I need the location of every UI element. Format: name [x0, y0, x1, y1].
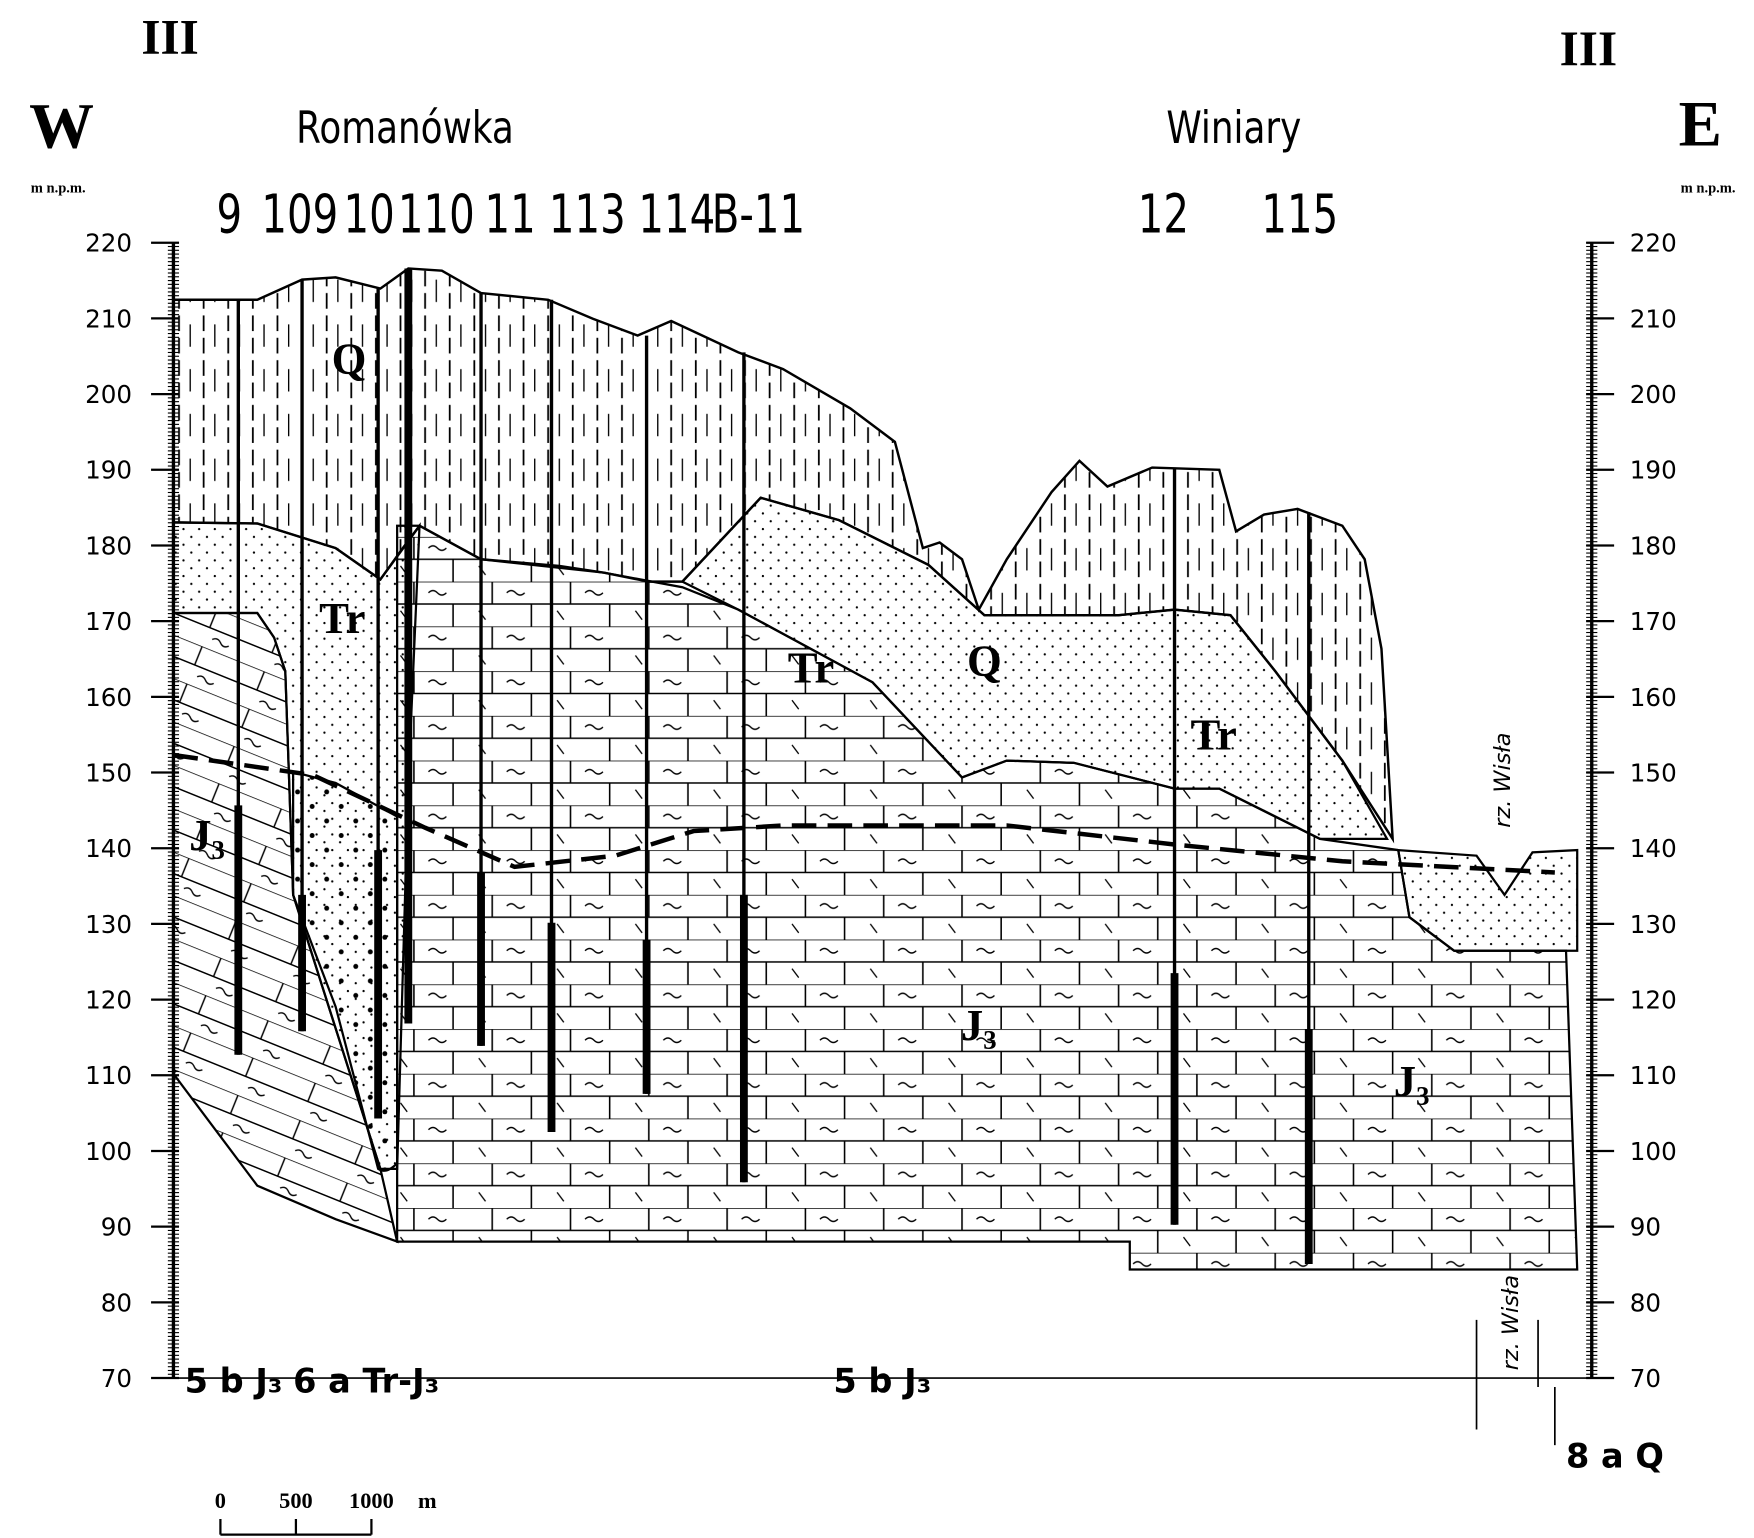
y-tick-label: 130: [1630, 910, 1677, 939]
unit-label: m n.p.m.: [31, 180, 86, 196]
y-tick-label: 170: [1630, 607, 1677, 636]
bottom-label: 5 b J₃: [833, 1362, 931, 1401]
place-label: Romanówka: [296, 101, 514, 154]
y-tick-label: 80: [101, 1288, 132, 1317]
well-label: 11: [485, 184, 536, 246]
y-tick-label: 90: [101, 1213, 132, 1242]
well-label: 10: [344, 184, 395, 246]
y-tick-label: 210: [85, 304, 132, 333]
scale-label: 500: [279, 1488, 313, 1513]
layer-label: J₃: [189, 810, 225, 860]
scale-unit: m: [418, 1488, 437, 1513]
river-label: rz. Wisła: [1498, 1275, 1524, 1370]
bottom-label: 5 b J₃: [185, 1362, 283, 1401]
y-tick-label: 160: [1630, 683, 1677, 712]
scale-bar: 0 500 1000 m: [215, 1488, 437, 1535]
layer-label: Tr: [319, 593, 365, 643]
y-tick-label: 100: [85, 1137, 132, 1166]
y-tick-label: 190: [85, 456, 132, 485]
y-tick-label: 220: [1630, 229, 1677, 258]
river-label: rz. Wisła: [1490, 732, 1516, 827]
y-tick-label: 110: [85, 1061, 132, 1090]
y-tick-label: 210: [1630, 304, 1677, 333]
cross-section: 7070808090901001001101101201201301301401…: [0, 0, 1754, 1538]
unit-label: m n.p.m.: [1681, 180, 1736, 196]
y-tick-label: 200: [1630, 380, 1677, 409]
y-tick-label: 90: [1630, 1213, 1661, 1242]
y-tick-label: 120: [85, 986, 132, 1015]
y-tick-label: 150: [85, 758, 132, 787]
layer-label: Q: [332, 334, 367, 384]
bottom-label: 8 a Q: [1566, 1437, 1664, 1476]
y-tick-label: 200: [85, 380, 132, 409]
y-tick-label: 130: [85, 910, 132, 939]
y-tick-label: 180: [1630, 531, 1677, 560]
y-tick-label: 140: [85, 834, 132, 863]
y-tick-label: 80: [1630, 1288, 1661, 1317]
well-label: 110: [398, 184, 475, 246]
well-label: 115: [1261, 184, 1338, 246]
well-label: 9: [217, 184, 243, 246]
well-label: 12: [1138, 184, 1189, 246]
y-tick-label: 170: [85, 607, 132, 636]
layer-label: Q: [967, 636, 1002, 686]
y-tick-label: 180: [85, 531, 132, 560]
y-tick-label: 70: [101, 1364, 132, 1393]
layer-label: Tr: [788, 642, 834, 692]
well-label: 114: [638, 184, 715, 246]
y-tick-label: 190: [1630, 456, 1677, 485]
scale-label: 1000: [349, 1488, 394, 1513]
y-tick-label: 110: [1630, 1061, 1677, 1090]
direction-label: E: [1679, 88, 1722, 160]
y-tick-label: 140: [1630, 834, 1677, 863]
well-label: B-11: [712, 184, 805, 246]
y-tick-label: 220: [85, 229, 132, 258]
place-label: Winiary: [1166, 101, 1301, 154]
y-tick-label: 100: [1630, 1137, 1677, 1166]
layer-label: J₃: [1394, 1056, 1430, 1106]
well-label: 109: [261, 184, 338, 246]
section-label: III: [141, 10, 198, 65]
scale-label: 0: [215, 1488, 226, 1513]
well-label: 113: [549, 184, 626, 246]
bottom-label: 6 a Tr-J₃: [293, 1362, 439, 1401]
y-tick-label: 150: [1630, 758, 1677, 787]
direction-label: W: [29, 91, 94, 163]
layer-label: Tr: [1190, 709, 1236, 759]
y-tick-label: 160: [85, 683, 132, 712]
layer-label: J₃: [961, 1000, 997, 1050]
section-label: III: [1560, 21, 1617, 76]
page: {"header": {"section_left": "III", "sect…: [0, 0, 1754, 1538]
y-tick-label: 120: [1630, 986, 1677, 1015]
y-tick-label: 70: [1630, 1364, 1661, 1393]
